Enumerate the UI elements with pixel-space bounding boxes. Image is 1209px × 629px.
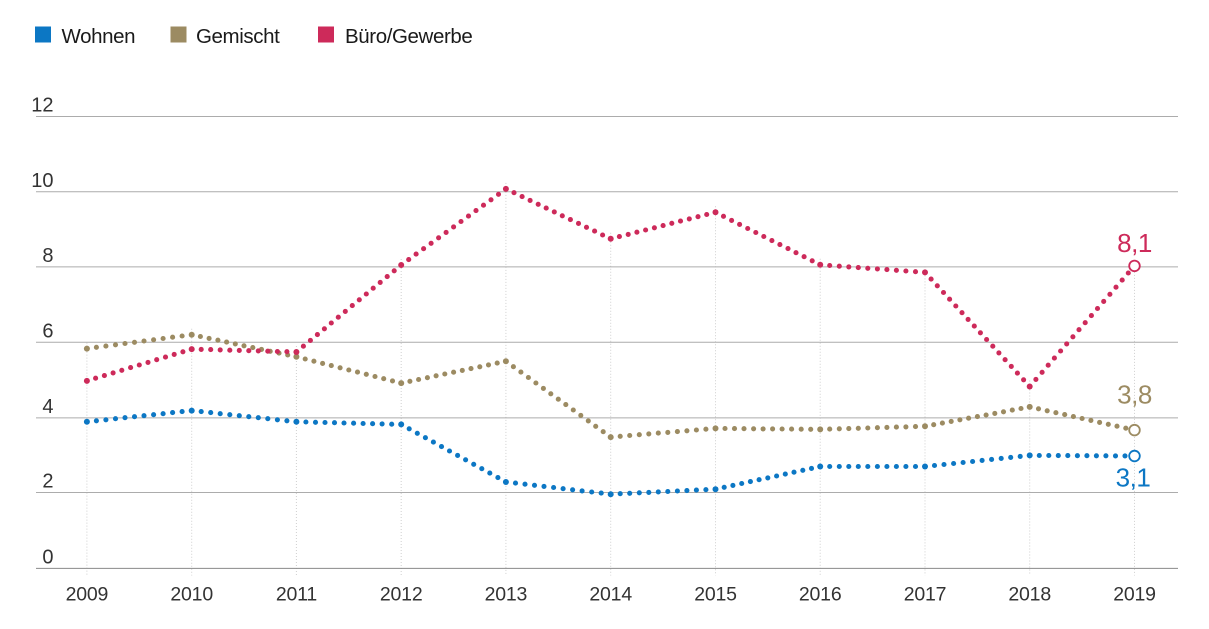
svg-text:2: 2 — [42, 471, 53, 493]
svg-text:6: 6 — [42, 320, 53, 342]
svg-text:2019: 2019 — [1113, 584, 1156, 606]
svg-text:12: 12 — [31, 95, 53, 117]
svg-text:2018: 2018 — [1008, 584, 1051, 606]
svg-text:2013: 2013 — [485, 584, 528, 606]
svg-text:3,8: 3,8 — [1117, 380, 1152, 410]
svg-text:2009: 2009 — [66, 584, 109, 606]
svg-text:2016: 2016 — [799, 584, 842, 606]
svg-text:2014: 2014 — [589, 584, 632, 606]
svg-text:2011: 2011 — [276, 584, 317, 606]
svg-text:2010: 2010 — [170, 584, 213, 606]
svg-text:Büro/Gewerbe: Büro/Gewerbe — [345, 25, 472, 48]
svg-text:10: 10 — [31, 170, 53, 192]
svg-text:Gemischt: Gemischt — [196, 25, 280, 48]
svg-text:2015: 2015 — [694, 584, 737, 606]
svg-text:Wohnen: Wohnen — [62, 25, 136, 48]
svg-text:8,1: 8,1 — [1117, 228, 1152, 258]
svg-text:3,1: 3,1 — [1116, 463, 1151, 493]
svg-text:0: 0 — [42, 547, 53, 569]
svg-text:2017: 2017 — [904, 584, 947, 606]
svg-text:4: 4 — [42, 396, 53, 418]
svg-text:2012: 2012 — [380, 584, 423, 606]
svg-text:8: 8 — [42, 245, 53, 267]
